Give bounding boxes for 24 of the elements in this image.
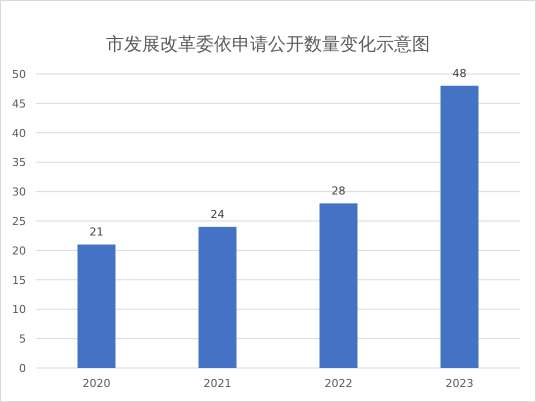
y-tick-label: 50: [12, 68, 26, 81]
bar: [440, 86, 478, 368]
y-tick-label: 20: [12, 244, 26, 258]
bar: [320, 203, 358, 368]
data-label: 21: [90, 226, 104, 239]
y-tick-label: 15: [12, 274, 26, 287]
data-label: 48: [452, 66, 466, 80]
data-label: 24: [210, 208, 224, 221]
y-tick-label: 45: [12, 97, 26, 110]
y-tick-label: 40: [12, 126, 26, 140]
x-tick-label: 2021: [204, 377, 232, 390]
y-tick-label: 0: [19, 362, 26, 375]
y-tick-label: 30: [12, 186, 26, 199]
y-tick-label: 10: [12, 303, 26, 316]
x-tick-label: 2022: [324, 377, 352, 390]
chart-title: 市发展改革委依申请公开数量变化示意图: [106, 34, 430, 55]
y-tick-label: 5: [19, 332, 26, 346]
bar: [198, 226, 236, 368]
x-tick-label: 2023: [446, 377, 474, 390]
y-tick-label: 25: [12, 215, 26, 228]
data-label: 28: [332, 184, 346, 198]
x-tick-label: 2020: [82, 377, 110, 390]
y-tick-label: 35: [12, 156, 26, 170]
bar: [78, 244, 116, 368]
